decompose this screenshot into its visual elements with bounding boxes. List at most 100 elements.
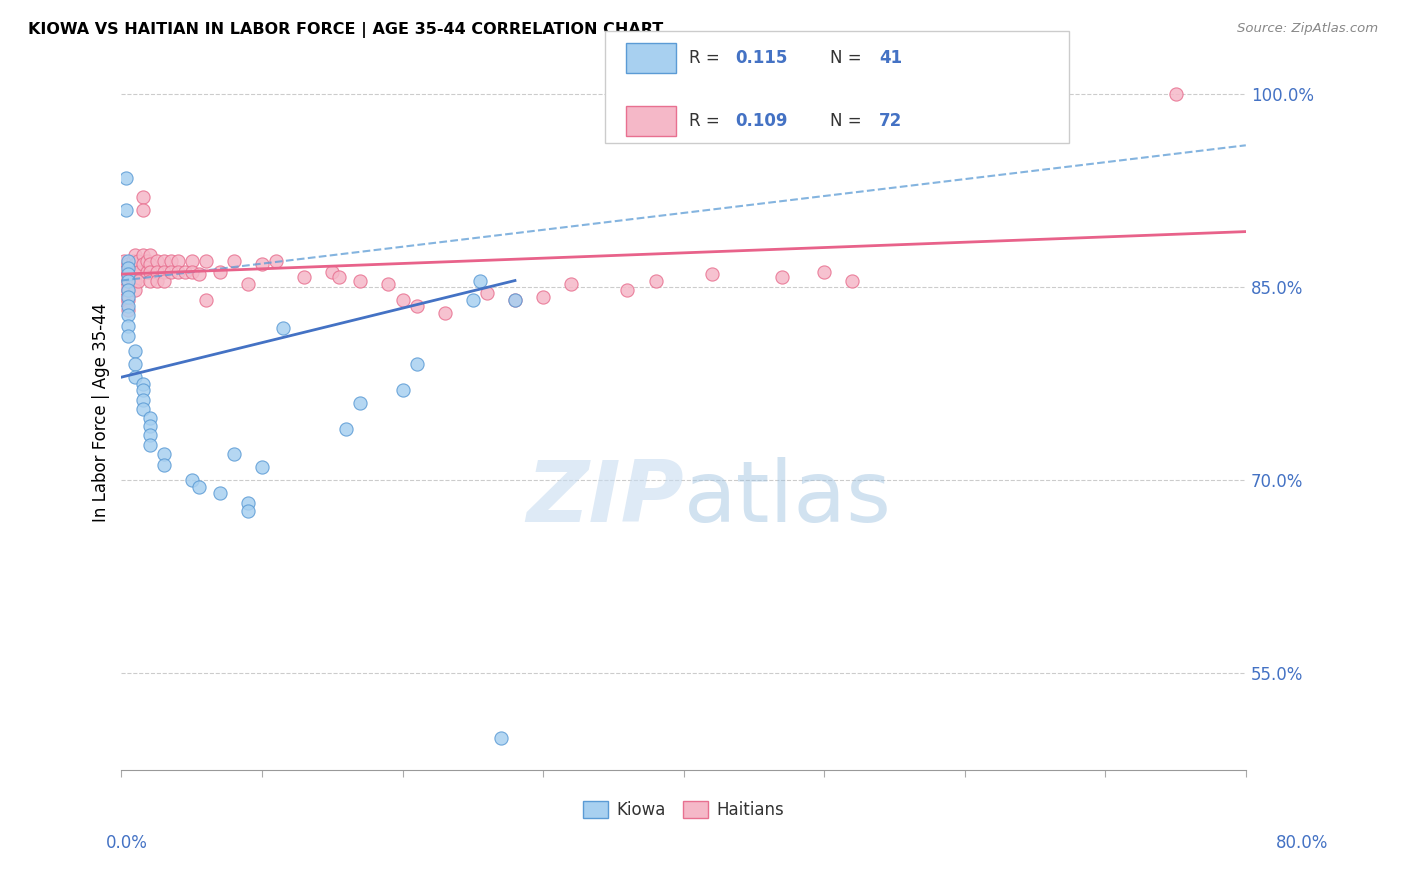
Point — [180, 264, 202, 278]
Point — [131, 257, 153, 271]
Point — [138, 419, 160, 434]
Point — [187, 267, 209, 281]
Point — [194, 293, 217, 307]
Point — [531, 290, 554, 304]
Point — [135, 254, 157, 268]
Point — [117, 329, 139, 343]
Point — [131, 402, 153, 417]
Point — [112, 254, 135, 268]
Point — [121, 254, 143, 268]
Point — [112, 274, 135, 288]
Point — [644, 274, 666, 288]
Point — [117, 303, 139, 318]
Point — [166, 254, 188, 268]
Point — [117, 274, 139, 288]
Point — [117, 293, 139, 307]
Point — [138, 264, 160, 278]
Text: 0.109: 0.109 — [735, 112, 787, 130]
Point — [138, 438, 160, 452]
Point — [770, 269, 793, 284]
Point — [152, 254, 174, 268]
Point — [117, 274, 139, 288]
Point — [117, 264, 139, 278]
Point — [433, 306, 456, 320]
Point — [117, 299, 139, 313]
Point — [159, 264, 181, 278]
Point — [112, 283, 135, 297]
Point — [138, 257, 160, 271]
Point — [138, 428, 160, 442]
Point — [328, 269, 350, 284]
Text: 80.0%: 80.0% — [1277, 834, 1329, 852]
Point — [124, 264, 146, 278]
Point — [127, 264, 149, 278]
Point — [117, 254, 139, 268]
Point — [292, 269, 315, 284]
Text: 0.115: 0.115 — [735, 49, 787, 67]
Point — [391, 293, 413, 307]
Point — [135, 264, 157, 278]
Point — [131, 202, 153, 217]
Point — [131, 393, 153, 408]
Point — [121, 264, 143, 278]
Point — [222, 254, 245, 268]
Point — [112, 264, 135, 278]
Point — [145, 264, 167, 278]
Point — [700, 267, 723, 281]
Point — [236, 496, 259, 510]
Text: 41: 41 — [879, 49, 901, 67]
Point — [271, 321, 294, 335]
Point — [117, 267, 139, 281]
Point — [503, 293, 526, 307]
Point — [461, 293, 484, 307]
Point — [131, 376, 153, 391]
Point — [131, 190, 153, 204]
Point — [250, 460, 273, 475]
Point — [405, 299, 427, 313]
Point — [124, 283, 146, 297]
Point — [560, 277, 582, 292]
Point — [236, 504, 259, 518]
Text: R =: R = — [689, 49, 725, 67]
Point — [124, 357, 146, 371]
Point — [377, 277, 399, 292]
Point — [335, 422, 357, 436]
Point — [117, 283, 139, 297]
Point — [264, 254, 287, 268]
Point — [114, 202, 136, 217]
Point — [124, 274, 146, 288]
Point — [222, 447, 245, 461]
Text: 72: 72 — [879, 112, 903, 130]
Point — [321, 264, 343, 278]
Legend: Kiowa, Haitians: Kiowa, Haitians — [576, 795, 790, 826]
Point — [114, 170, 136, 185]
Text: N =: N = — [830, 112, 866, 130]
Point — [145, 274, 167, 288]
Point — [250, 257, 273, 271]
Point — [152, 274, 174, 288]
Point — [468, 274, 491, 288]
Point — [117, 318, 139, 333]
Point — [208, 264, 231, 278]
Text: KIOWA VS HAITIAN IN LABOR FORCE | AGE 35-44 CORRELATION CHART: KIOWA VS HAITIAN IN LABOR FORCE | AGE 35… — [28, 22, 664, 38]
Point — [131, 383, 153, 397]
Point — [194, 254, 217, 268]
Point — [124, 344, 146, 359]
Point — [117, 260, 139, 275]
Point — [180, 254, 202, 268]
Point — [349, 274, 371, 288]
Point — [391, 383, 413, 397]
Text: ZIP: ZIP — [526, 457, 683, 540]
Point — [187, 480, 209, 494]
Point — [152, 458, 174, 472]
Point — [145, 254, 167, 268]
Point — [117, 290, 139, 304]
Point — [616, 283, 638, 297]
Point — [166, 264, 188, 278]
Point — [159, 254, 181, 268]
Point — [503, 293, 526, 307]
Point — [121, 274, 143, 288]
Point — [138, 274, 160, 288]
Point — [349, 396, 371, 410]
Text: N =: N = — [830, 49, 866, 67]
